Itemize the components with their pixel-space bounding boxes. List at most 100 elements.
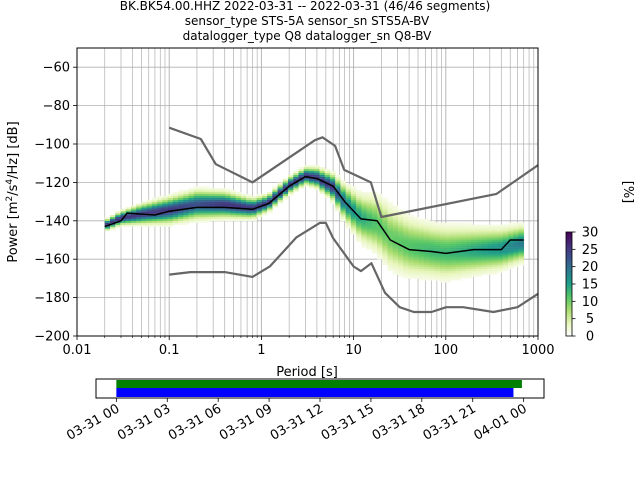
psd-density-cell — [439, 224, 446, 227]
psd-density-cell — [424, 255, 430, 258]
psd-density-cell — [487, 236, 493, 239]
psd-density-cell — [151, 197, 158, 200]
psd-density-cell — [167, 211, 174, 214]
psd-density-cell — [429, 264, 435, 268]
psd-density-cell — [256, 201, 263, 204]
psd-density-cell — [172, 192, 179, 195]
psd-density-cell — [392, 220, 399, 223]
psd-density-cell — [497, 232, 504, 235]
psd-density-cell — [340, 205, 346, 208]
psd-density-cell — [387, 209, 394, 212]
psd-density-cell — [450, 264, 456, 268]
psd-density-cell — [214, 213, 221, 216]
psd-density-cell — [429, 238, 435, 241]
psd-density-cell — [455, 264, 462, 268]
psd-density-cell — [450, 245, 456, 248]
psd-density-cell — [382, 261, 388, 264]
psd-density-cell — [293, 176, 299, 179]
psd-density-cell — [146, 224, 153, 227]
psd-density-cell — [387, 203, 394, 206]
psd-density-cell — [125, 218, 132, 221]
psd-density-cell — [288, 182, 294, 185]
psd-density-cell — [398, 255, 404, 258]
psd-density-cell — [403, 255, 409, 258]
psd-density-cell — [418, 243, 425, 246]
psd-density-cell — [408, 259, 415, 262]
psd-density-cell — [235, 199, 242, 202]
psd-density-cell — [251, 195, 257, 198]
psd-density-cell — [418, 264, 425, 268]
psd-density-cell — [199, 211, 205, 214]
psd-density-cell — [492, 270, 498, 273]
psd-density-cell — [476, 249, 483, 252]
psd-density-cell — [455, 247, 462, 250]
psd-density-cell — [424, 261, 430, 264]
psd-density-cell — [366, 234, 373, 237]
psd-density-cell — [424, 220, 430, 223]
psd-density-cell — [413, 274, 420, 277]
psd-density-cell — [261, 199, 268, 202]
psd-density-cell — [366, 211, 373, 214]
psd-density-cell — [377, 245, 383, 248]
psd-density-cell — [382, 209, 388, 212]
psd-density-cell — [398, 241, 404, 245]
psd-density-cell — [455, 272, 462, 275]
psd-density-cell — [398, 222, 404, 225]
psd-density-cell — [256, 203, 263, 206]
psd-density-cell — [408, 276, 415, 279]
psd-density-cell — [335, 176, 341, 179]
psd-density-cell — [497, 261, 504, 264]
psd-density-cell — [492, 234, 498, 237]
psd-density-cell — [261, 201, 268, 204]
time-tick-label: 03-31 03 — [115, 401, 173, 443]
psd-density-cell — [240, 205, 247, 208]
psd-density-cell — [471, 226, 477, 229]
psd-density-cell — [308, 178, 315, 181]
psd-density-cell — [382, 205, 388, 208]
psd-density-cell — [162, 209, 168, 212]
psd-density-cell — [361, 236, 367, 239]
psd-density-cell — [329, 197, 336, 200]
psd-density-cell — [481, 234, 488, 237]
psd-density-cell — [167, 207, 174, 210]
psd-density-cell — [356, 209, 362, 212]
psd-density-cell — [502, 232, 509, 235]
psd-density-cell — [335, 205, 341, 208]
psd-density-cell — [398, 264, 404, 268]
psd-density-cell — [387, 224, 394, 227]
psd-density-cell — [429, 245, 435, 248]
psd-density-cell — [235, 197, 242, 200]
psd-density-cell — [157, 216, 163, 220]
psd-density-cell — [471, 230, 477, 233]
psd-density-cell — [183, 197, 189, 200]
psd-density-cell — [481, 241, 488, 245]
psd-density-cell — [413, 268, 420, 271]
psd-density-cell — [513, 240, 519, 243]
psd-density-cell — [518, 236, 525, 239]
psd-density-cell — [502, 247, 509, 250]
psd-density-cell — [403, 259, 409, 262]
psd-density-cell — [487, 226, 493, 229]
psd-density-cell — [418, 270, 425, 273]
psd-density-cell — [146, 205, 153, 208]
psd-density-cell — [288, 188, 294, 191]
psd-density-cell — [455, 253, 462, 256]
psd-density-cell — [350, 203, 357, 206]
psd-density-cell — [308, 174, 315, 177]
psd-density-cell — [387, 247, 394, 250]
psd-density-cell — [350, 207, 357, 210]
psd-density-cell — [230, 193, 236, 197]
psd-density-cell — [204, 197, 210, 200]
psd-density-cell — [125, 220, 132, 223]
psd-density-cell — [408, 215, 415, 218]
psd-density-cell — [178, 222, 184, 225]
psd-density-cell — [382, 199, 388, 202]
psd-density-cell — [492, 266, 498, 269]
psd-density-cell — [308, 186, 315, 189]
psd-density-cell — [256, 215, 263, 218]
psd-density-cell — [408, 241, 415, 245]
psd-density-cell — [434, 228, 441, 231]
psd-density-cell — [445, 224, 451, 227]
psd-density-cell — [209, 207, 216, 210]
psd-density-cell — [382, 224, 388, 227]
